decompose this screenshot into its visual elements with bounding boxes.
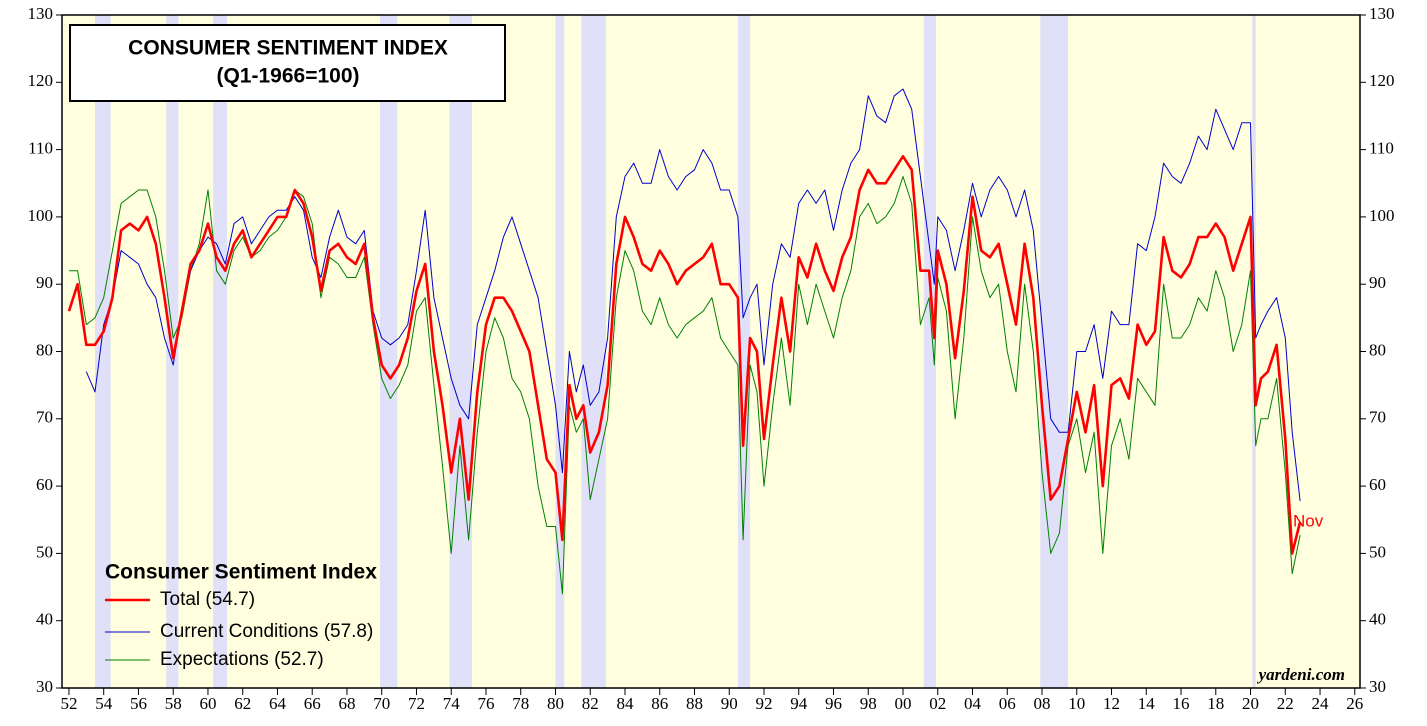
recession-band [581,15,606,688]
x-tick-label: 54 [95,694,113,713]
series-line [67,155,1302,555]
x-tick-label: 90 [721,694,738,713]
x-tick-label: 16 [1173,694,1190,713]
y2-tick-label: 100 [1369,206,1395,225]
title-box [69,24,506,102]
x-tick-label: 74 [443,694,461,713]
y2-tick-label: 120 [1369,71,1395,90]
y-tick-label: 100 [28,206,54,225]
x-tick-label: 70 [373,694,390,713]
legend-label: Total (54.7) [160,589,255,610]
x-tick-label: 94 [790,694,808,713]
x-tick-label: 00 [895,694,912,713]
y2-tick-label: 80 [1369,340,1386,359]
series-line [85,88,1301,501]
plot-background [62,15,1360,688]
x-tick-label: 56 [130,694,147,713]
x-tick-label: 86 [651,694,668,713]
x-tick-label: 12 [1103,694,1120,713]
recession-band [95,15,111,688]
x-tick-label: 88 [686,694,703,713]
y-tick-label: 110 [28,139,53,158]
legend-label: Expectations (52.7) [160,649,324,670]
y-tick-label: 50 [36,542,53,561]
x-tick-label: 24 [1312,694,1330,713]
recession-band [213,15,228,688]
series-line [69,176,1301,595]
x-tick-label: 72 [408,694,425,713]
x-tick-label: 78 [512,694,529,713]
x-tick-label: 62 [234,694,251,713]
y-tick-label: 130 [28,4,54,23]
x-tick-label: 96 [825,694,842,713]
y2-tick-label: 70 [1369,408,1386,427]
x-tick-label: 08 [1034,694,1051,713]
y2-tick-label: 130 [1369,4,1395,23]
recession-band [923,15,937,688]
x-tick-label: 14 [1138,694,1156,713]
x-tick-label: 06 [999,694,1016,713]
x-tick-label: 92 [755,694,772,713]
y2-tick-label: 110 [1369,139,1394,158]
y-tick-label: 120 [28,71,54,90]
x-tick-label: 26 [1346,694,1363,713]
y2-tick-label: 30 [1369,677,1386,696]
y2-tick-label: 90 [1369,273,1386,292]
x-tick-label: 66 [304,694,321,713]
y2-tick-label: 60 [1369,475,1386,494]
x-tick-label: 80 [547,694,564,713]
x-tick-label: 52 [60,694,77,713]
y-tick-label: 90 [36,273,53,292]
recession-band [555,15,565,688]
x-tick-label: 64 [269,694,287,713]
chart-subtitle: (Q1-1966=100) [216,65,359,88]
y2-tick-label: 50 [1369,542,1386,561]
legend-label: Current Conditions (57.8) [160,621,373,642]
source: yardeni.com [1257,665,1345,684]
y-tick-label: 60 [36,475,53,494]
x-tick-label: 98 [860,694,877,713]
recession-band [737,15,751,688]
x-tick-label: 60 [199,694,216,713]
recession-band [449,15,473,688]
x-tick-label: 22 [1277,694,1294,713]
x-tick-label: 84 [616,694,634,713]
y-tick-label: 80 [36,340,53,359]
y-tick-label: 30 [36,677,53,696]
x-tick-label: 58 [165,694,182,713]
legend-title: Consumer Sentiment Index [105,561,377,584]
x-tick-label: 02 [929,694,946,713]
x-tick-label: 04 [964,694,982,713]
y-tick-label: 70 [36,408,53,427]
chart-title: CONSUMER SENTIMENT INDEX [128,37,448,60]
x-tick-label: 18 [1207,694,1224,713]
recession-band [379,15,398,688]
y2-tick-label: 40 [1369,610,1386,629]
x-tick-label: 10 [1068,694,1085,713]
x-tick-label: 68 [338,694,355,713]
x-tick-label: 76 [477,694,494,713]
y-tick-label: 40 [36,610,53,629]
x-tick-label: 82 [582,694,599,713]
annotation: Nov [1293,511,1324,530]
x-tick-label: 20 [1242,694,1259,713]
